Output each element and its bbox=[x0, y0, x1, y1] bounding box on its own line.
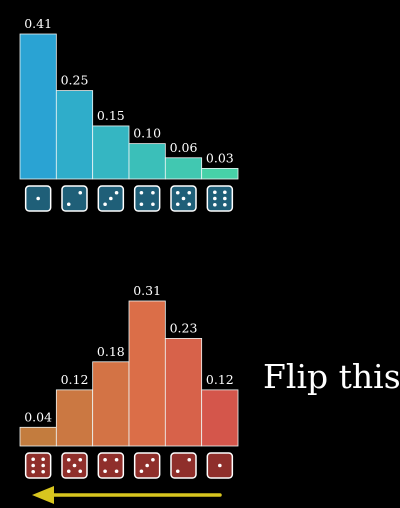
die-face bbox=[97, 452, 125, 479]
die-pip bbox=[187, 190, 192, 195]
die-pip bbox=[187, 457, 192, 462]
data-label: 0.15 bbox=[97, 108, 125, 123]
data-label: 0.10 bbox=[133, 126, 161, 141]
die-pip bbox=[103, 457, 107, 462]
data-label: 0.12 bbox=[61, 372, 89, 387]
die-face bbox=[24, 452, 52, 479]
bar bbox=[201, 167, 239, 180]
bar bbox=[164, 338, 203, 447]
die-pip bbox=[223, 196, 227, 201]
die-pip bbox=[175, 190, 180, 195]
flip-arrow bbox=[32, 486, 222, 504]
die-pip bbox=[78, 190, 83, 195]
die-pip bbox=[114, 469, 119, 474]
die-face-icon bbox=[97, 452, 125, 479]
die-pip bbox=[139, 190, 144, 195]
die-pip bbox=[213, 196, 217, 201]
data-label: 0.03 bbox=[206, 150, 234, 165]
die-pip bbox=[41, 469, 45, 474]
data-label: 0.12 bbox=[206, 372, 234, 387]
die-pip bbox=[109, 196, 113, 201]
die-face-icon bbox=[170, 185, 197, 212]
data-label: 0.18 bbox=[97, 344, 125, 359]
die-pip bbox=[175, 469, 180, 474]
die-face-icon bbox=[61, 452, 88, 479]
die-pip bbox=[139, 469, 144, 474]
die-pip bbox=[78, 469, 83, 474]
data-label: 0.06 bbox=[170, 140, 198, 155]
bar bbox=[55, 389, 94, 447]
bar bbox=[55, 90, 94, 180]
die-face-icon bbox=[24, 185, 52, 212]
die-pip bbox=[151, 457, 155, 462]
die-pip bbox=[139, 202, 144, 207]
die-pip bbox=[31, 469, 35, 474]
die-pip bbox=[36, 196, 40, 201]
die-face-icon bbox=[170, 452, 197, 479]
die-pip bbox=[181, 196, 186, 201]
die-pip bbox=[175, 202, 180, 207]
die-pip bbox=[103, 202, 107, 207]
data-label: 0.41 bbox=[24, 16, 52, 31]
arrow-head bbox=[32, 486, 54, 504]
bottom-chart: 0.04 0.12 0.18 0.31 0.23 0.12 bbox=[19, 283, 239, 479]
die-pip bbox=[114, 457, 119, 462]
data-label: 0.04 bbox=[24, 409, 52, 424]
die-face-icon bbox=[133, 452, 161, 479]
die-face-icon bbox=[61, 185, 88, 212]
die-face bbox=[133, 185, 161, 212]
bar bbox=[92, 125, 130, 180]
data-label: 0.23 bbox=[170, 320, 198, 335]
die-pip bbox=[218, 463, 222, 468]
flip-caption: Flip this bbox=[263, 357, 400, 396]
die-pip bbox=[223, 190, 227, 195]
top-chart: 0.41 0.25 0.15 0.10 0.06 0.03 bbox=[19, 16, 239, 212]
die-face-icon bbox=[24, 452, 52, 479]
die-pip bbox=[213, 190, 217, 195]
die-face bbox=[206, 185, 234, 212]
die-pip bbox=[41, 457, 45, 462]
data-label: 0.31 bbox=[133, 283, 161, 298]
die-pip bbox=[145, 463, 149, 468]
die-pip bbox=[66, 202, 71, 207]
die-pip bbox=[66, 457, 71, 462]
die-face-icon bbox=[206, 185, 234, 212]
die-pip bbox=[103, 469, 107, 474]
die-face-icon bbox=[206, 452, 234, 479]
bar bbox=[128, 300, 166, 447]
bar bbox=[128, 143, 166, 180]
die-face bbox=[61, 185, 88, 212]
bar bbox=[164, 157, 203, 180]
die-pip bbox=[31, 463, 35, 468]
die-pip bbox=[114, 190, 119, 195]
die-pip bbox=[151, 202, 155, 207]
die-face-icon bbox=[97, 185, 125, 212]
die-pip bbox=[187, 202, 192, 207]
data-label: 0.25 bbox=[61, 73, 89, 88]
die-pip bbox=[66, 469, 71, 474]
bar bbox=[19, 426, 57, 447]
die-pip bbox=[213, 202, 217, 207]
die-pip bbox=[223, 202, 227, 207]
die-pip bbox=[78, 457, 83, 462]
die-pip bbox=[151, 190, 155, 195]
die-pip bbox=[72, 463, 77, 468]
bar bbox=[92, 361, 130, 447]
die-pip bbox=[41, 463, 45, 468]
bar bbox=[19, 33, 57, 180]
die-face bbox=[170, 452, 197, 479]
die-face-icon bbox=[133, 185, 161, 212]
die-pip bbox=[31, 457, 35, 462]
bar bbox=[201, 389, 239, 447]
